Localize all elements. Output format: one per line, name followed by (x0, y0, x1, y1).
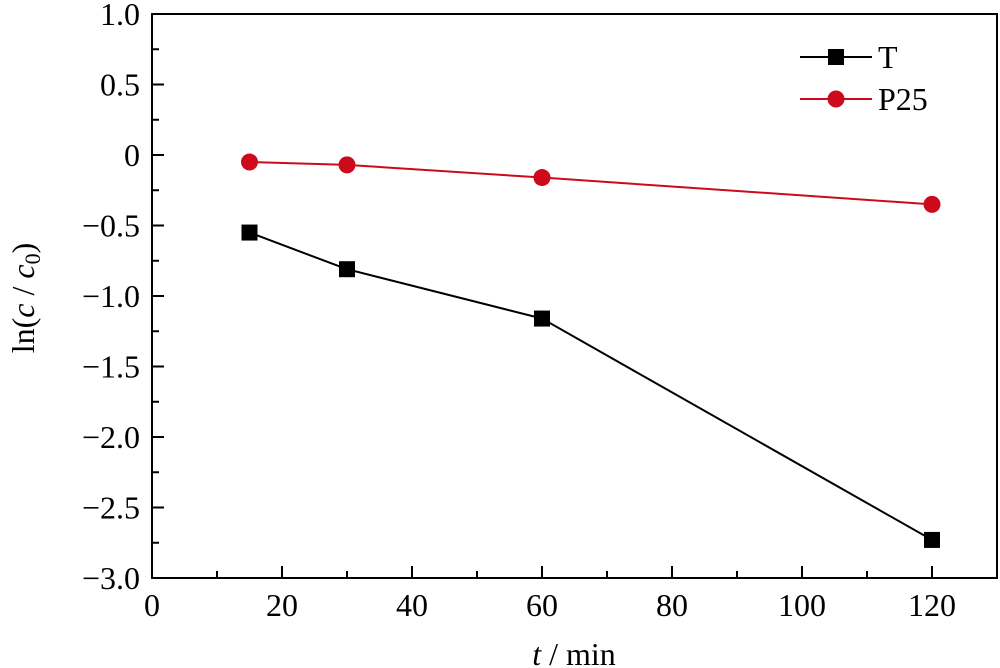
y-axis-prefix: ln( (5, 318, 41, 354)
series-line-p25 (249, 161, 933, 206)
y-axis-title: ln(c / c0) (5, 243, 45, 354)
data-point-t (924, 531, 940, 548)
legend-marker-t (828, 49, 844, 65)
y-tick-label: −1.5 (82, 349, 140, 385)
data-point-p25 (338, 156, 356, 174)
data-point-t (241, 224, 258, 241)
x-tick-labels: 0 20 40 60 80 100 120 (144, 587, 956, 623)
data-point-p25 (533, 169, 551, 187)
y-axis-slash: / (5, 279, 41, 304)
y-tick-label: 1.0 (100, 0, 140, 32)
x-tick-label: 80 (656, 587, 688, 623)
x-tick-label: 0 (144, 587, 160, 623)
x-tick-label: 20 (266, 587, 298, 623)
series-line-t (249, 231, 933, 541)
data-point-t (339, 261, 355, 278)
legend-marker-p25 (827, 90, 845, 108)
x-axis-unit: / min (541, 636, 616, 668)
x-axis-title: t / min (532, 636, 616, 668)
legend-label-t: T (878, 39, 898, 75)
y-axis-suffix: ) (5, 243, 41, 254)
x-tick-label: 100 (778, 587, 826, 623)
data-point-p25 (923, 195, 941, 213)
y-axis-c: c (5, 304, 41, 318)
x-axis-var: t (532, 636, 542, 668)
y-tick-label: 0 (124, 137, 140, 173)
y-tick-label: 0.5 (100, 67, 140, 103)
x-tick-label: 120 (908, 587, 956, 623)
legend: T P25 (800, 39, 928, 117)
y-tick-label: −1.0 (82, 278, 140, 314)
y-axis-subscript: 0 (20, 253, 45, 264)
series-layer (241, 153, 941, 548)
legend-label-p25: P25 (878, 81, 928, 117)
y-tick-label: −2.5 (82, 490, 140, 526)
data-point-t (534, 310, 550, 327)
y-tick-label: −0.5 (82, 208, 140, 244)
data-point-p25 (241, 153, 258, 171)
y-tick-label: −2.0 (82, 419, 140, 455)
x-tick-label: 60 (526, 587, 558, 623)
axis-ticks (151, 13, 933, 579)
y-axis-c0: c (5, 264, 41, 278)
x-tick-label: 40 (396, 587, 428, 623)
y-tick-label: −3.0 (82, 560, 140, 596)
y-tick-labels: 1.0 0.5 0 −0.5 −1.0 −1.5 −2.0 −2.5 −3.0 (82, 0, 140, 596)
